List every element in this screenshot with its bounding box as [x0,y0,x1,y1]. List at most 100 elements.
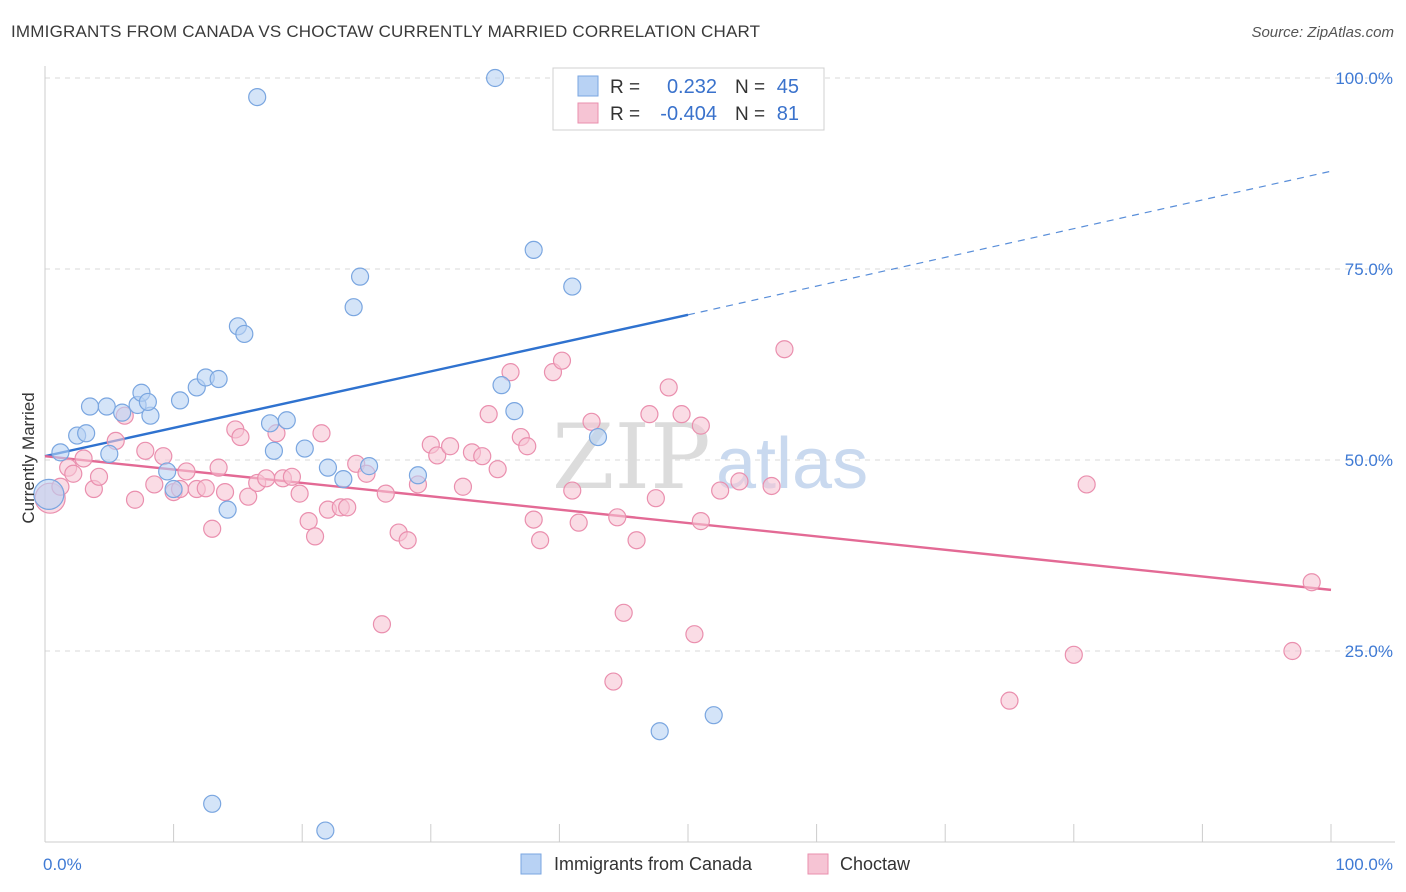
x-tick-label: 100.0% [1335,855,1393,874]
legend-r-label-1: R = [610,77,640,98]
choctaw-point [1302,573,1321,592]
canada-point [295,439,314,458]
choctaw-point [299,512,318,531]
choctaw-point [453,477,473,496]
y-tick-label: 25.0% [1345,642,1393,661]
choctaw-point [290,484,309,503]
y-axis-title: Currently Married [19,392,38,523]
choctaw-point [730,472,749,491]
choctaw-point [209,458,228,477]
choctaw-point [282,467,302,486]
canada-point [248,87,267,107]
canada-point [588,427,608,447]
canada-point [97,397,116,416]
choctaw-point [1064,645,1083,664]
canada-trend-line [44,313,689,458]
canada-trend-extension [687,170,1332,316]
choctaw-point [531,531,550,550]
choctaw-point [64,464,83,483]
canada-point [33,478,65,510]
choctaw-point [215,482,235,502]
correlation-legend: R = 0.232 N = 45 R = -0.404 N = 81 [552,67,825,131]
choctaw-point [691,416,710,435]
choctaw-point [398,531,417,550]
canada-point [164,479,183,499]
y-tick-label: 75.0% [1345,260,1393,279]
canada-point [264,441,284,460]
legend-swatch-blue [577,75,599,97]
choctaw-point [154,447,173,466]
choctaw-point [177,462,196,481]
choctaw-point [473,447,492,466]
choctaw-point [488,460,507,479]
legend-r-value-1: 0.232 [667,76,717,98]
canada-point [277,411,296,430]
y-tick-label: 100.0% [1335,69,1393,88]
choctaw-point [762,476,781,496]
choctaw-point [312,424,331,443]
choctaw-point [1077,475,1096,494]
choctaw-point [501,363,520,382]
legend-r-value-2: -0.404 [660,103,717,125]
choctaw-point [614,603,633,622]
canada-point [704,706,723,725]
choctaw-point [775,340,794,359]
choctaw-point [685,625,704,644]
canada-point [505,402,524,421]
choctaw-point [196,479,215,498]
canada-point [650,722,669,741]
legend-n-value-1: 45 [777,76,799,98]
chart-source: Source: ZipAtlas.com [1251,24,1394,41]
canada-point [524,240,543,259]
legend-n-label-1: N = [735,77,765,98]
choctaw-point [582,412,601,431]
choctaw-point [627,531,646,550]
legend-n-value-2: 81 [777,103,799,125]
canada-point [486,68,505,88]
canada-point [51,443,70,462]
choctaw-point [1000,691,1019,710]
choctaw-point [372,615,392,634]
grid [45,77,1395,652]
choctaw-point [136,441,155,460]
choctaw-point [428,446,447,465]
trend-lines [44,170,1332,592]
legend-swatch-pink [577,102,599,124]
series-legend-label-choctaw: Choctaw [840,854,911,874]
canada-point [100,444,119,463]
x-tick-label: 0.0% [43,855,82,874]
choctaw-point [672,405,691,424]
canada-point [350,267,370,286]
canada-point [359,457,379,476]
canada-point [203,794,222,813]
series-legend-swatch-canada [520,853,542,875]
canada-point [209,369,228,389]
canada-point [113,403,132,422]
choctaw-point [524,510,543,529]
y-tick-label: 50.0% [1345,451,1393,470]
choctaw-point [125,490,145,509]
choctaw-point [711,481,730,500]
canada-point [80,397,100,416]
choctaw-point [659,378,678,397]
canada-point [316,821,335,840]
choctaw-point [338,498,357,517]
choctaw-point [518,437,537,456]
choctaw-point [569,513,588,532]
canada-point [408,466,428,485]
choctaw-point [74,449,93,468]
canada-point [344,298,363,317]
choctaw-point [305,527,325,546]
tick-labels: 25.0% 50.0% 75.0% 100.0% 0.0% 100.0% [43,69,1393,874]
canada-point [218,500,237,519]
canada-point [334,470,353,489]
canada-point [492,376,511,395]
watermark-atlas: atlas [716,424,868,504]
choctaw-point [604,672,623,691]
data-points [33,68,1321,840]
canada-point [260,414,280,433]
choctaw-point [640,405,659,424]
choctaw-point [479,405,498,424]
choctaw-point [440,437,460,456]
